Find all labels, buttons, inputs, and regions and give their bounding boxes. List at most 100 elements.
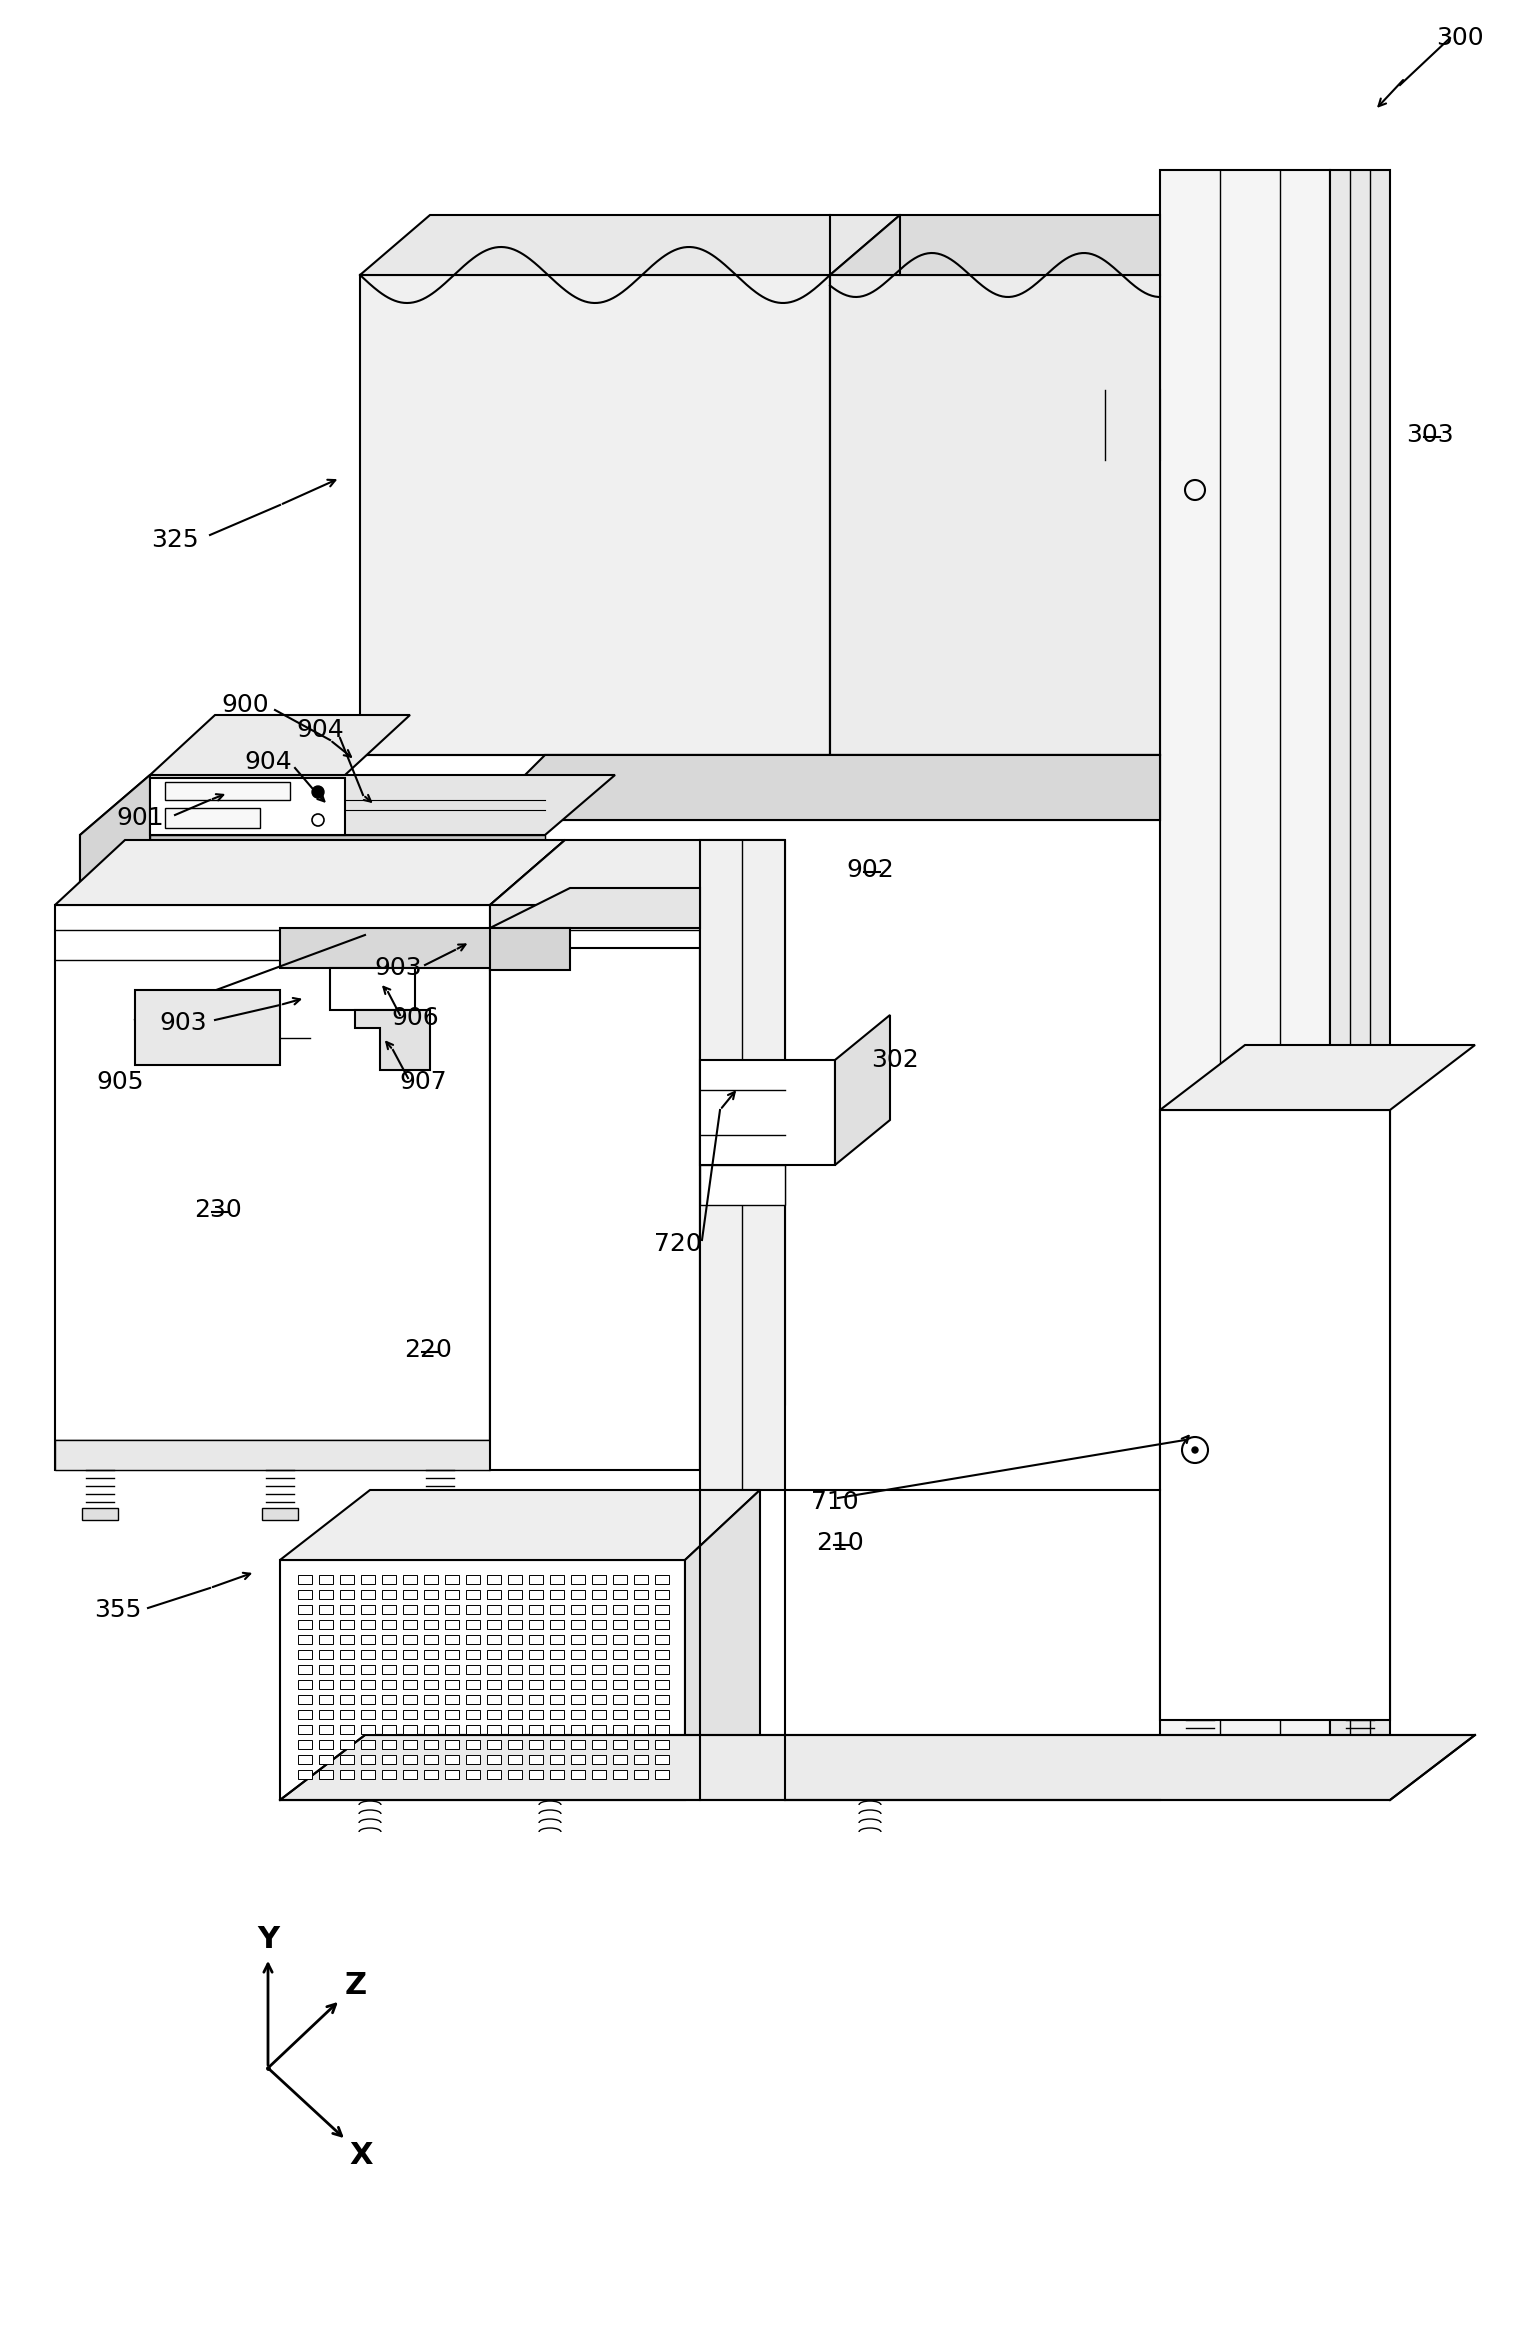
Bar: [633, 1680, 648, 1689]
Bar: [508, 1574, 523, 1584]
Bar: [654, 1724, 670, 1734]
Bar: [320, 1696, 333, 1703]
Bar: [445, 1741, 459, 1750]
Text: 220: 220: [405, 1337, 451, 1363]
Bar: [339, 1574, 355, 1584]
Bar: [592, 1621, 606, 1628]
Text: 355: 355: [94, 1598, 142, 1621]
Polygon shape: [1342, 1757, 1379, 1769]
Polygon shape: [361, 274, 830, 755]
Bar: [403, 1635, 417, 1645]
Bar: [361, 1591, 376, 1600]
Polygon shape: [1182, 1757, 1218, 1769]
Polygon shape: [685, 1490, 761, 1799]
Bar: [339, 1666, 355, 1675]
Polygon shape: [280, 1490, 761, 1560]
Bar: [467, 1591, 480, 1600]
Bar: [633, 1649, 648, 1659]
Bar: [467, 1605, 480, 1614]
Polygon shape: [55, 840, 565, 906]
Bar: [467, 1769, 480, 1778]
Bar: [529, 1574, 542, 1584]
Bar: [529, 1755, 542, 1764]
Bar: [320, 1649, 333, 1659]
Bar: [298, 1591, 312, 1600]
Bar: [382, 1591, 395, 1600]
Bar: [508, 1680, 523, 1689]
Bar: [550, 1605, 564, 1614]
Bar: [592, 1680, 606, 1689]
Bar: [298, 1666, 312, 1675]
Bar: [592, 1710, 606, 1720]
Bar: [529, 1724, 542, 1734]
Bar: [339, 1605, 355, 1614]
Bar: [298, 1649, 312, 1659]
Bar: [382, 1621, 395, 1628]
Bar: [614, 1591, 627, 1600]
Bar: [403, 1724, 417, 1734]
Polygon shape: [489, 1375, 565, 1471]
Polygon shape: [830, 216, 1160, 274]
Bar: [654, 1591, 670, 1600]
Bar: [529, 1741, 542, 1750]
Bar: [445, 1710, 459, 1720]
Bar: [320, 1741, 333, 1750]
Bar: [550, 1635, 564, 1645]
Bar: [486, 1621, 501, 1628]
Bar: [382, 1769, 395, 1778]
Polygon shape: [150, 861, 545, 870]
Polygon shape: [330, 969, 415, 1011]
Bar: [320, 1666, 333, 1675]
Bar: [320, 1755, 333, 1764]
Bar: [424, 1649, 438, 1659]
Bar: [403, 1710, 417, 1720]
Bar: [298, 1574, 312, 1584]
Bar: [382, 1635, 395, 1645]
Bar: [486, 1755, 501, 1764]
Bar: [550, 1724, 564, 1734]
Polygon shape: [830, 274, 1160, 755]
Bar: [508, 1755, 523, 1764]
Bar: [486, 1649, 501, 1659]
Bar: [320, 1635, 333, 1645]
Bar: [529, 1591, 542, 1600]
Polygon shape: [355, 1011, 430, 1070]
Polygon shape: [480, 755, 1160, 821]
Bar: [571, 1605, 585, 1614]
Bar: [424, 1741, 438, 1750]
Bar: [424, 1710, 438, 1720]
Bar: [467, 1724, 480, 1734]
Bar: [571, 1621, 585, 1628]
Bar: [529, 1621, 542, 1628]
Bar: [339, 1755, 355, 1764]
Bar: [467, 1710, 480, 1720]
Polygon shape: [700, 1166, 785, 1206]
Bar: [614, 1724, 627, 1734]
Bar: [486, 1741, 501, 1750]
Bar: [320, 1769, 333, 1778]
Bar: [508, 1710, 523, 1720]
Bar: [403, 1696, 417, 1703]
Bar: [529, 1605, 542, 1614]
Bar: [614, 1741, 627, 1750]
Bar: [467, 1666, 480, 1675]
Polygon shape: [1160, 1044, 1476, 1110]
Bar: [508, 1605, 523, 1614]
Polygon shape: [700, 1060, 835, 1166]
Bar: [339, 1635, 355, 1645]
Bar: [614, 1605, 627, 1614]
Polygon shape: [1160, 169, 1330, 1790]
Bar: [339, 1649, 355, 1659]
Bar: [614, 1680, 627, 1689]
Bar: [298, 1710, 312, 1720]
Bar: [424, 1591, 438, 1600]
Bar: [424, 1635, 438, 1645]
Bar: [361, 1741, 376, 1750]
Bar: [403, 1680, 417, 1689]
Text: 303: 303: [1406, 422, 1454, 448]
Bar: [550, 1666, 564, 1675]
Bar: [529, 1649, 542, 1659]
Bar: [614, 1769, 627, 1778]
Bar: [486, 1591, 501, 1600]
Bar: [445, 1696, 459, 1703]
